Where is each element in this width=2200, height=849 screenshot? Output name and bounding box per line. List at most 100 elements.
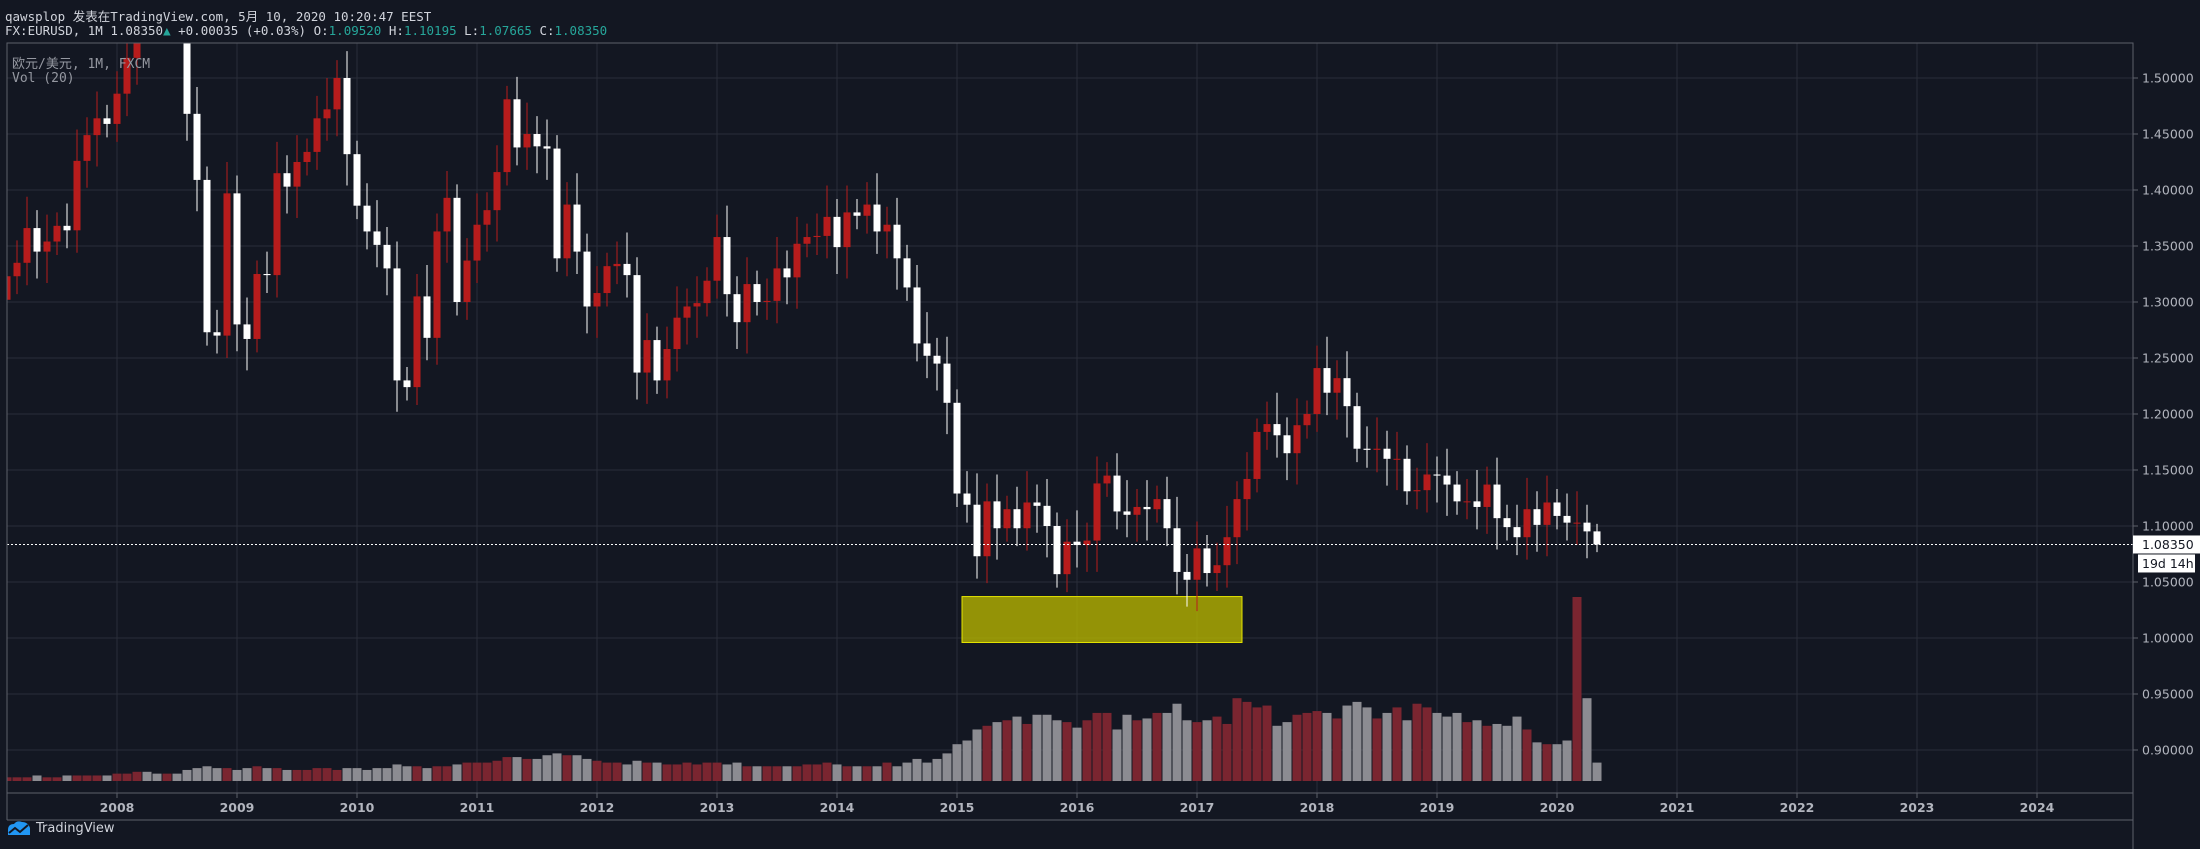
candle — [823, 216, 831, 236]
candle — [1053, 526, 1061, 575]
price-tick-label: 0.95000 — [2142, 687, 2194, 702]
volume-bar — [52, 777, 62, 781]
candle — [1163, 499, 1171, 529]
volume-bar — [112, 773, 122, 781]
volume-bar — [452, 764, 462, 781]
symbol[interactable]: FX:EURUSD, 1M — [5, 23, 103, 38]
candle — [853, 212, 861, 216]
candle — [133, 43, 141, 58]
candle — [273, 173, 281, 276]
candle — [283, 173, 291, 187]
volume-bar — [622, 764, 632, 781]
series-legend[interactable]: 欧元/美元, 1M, FXCM — [12, 57, 151, 72]
year-tick-label: 2022 — [1780, 800, 1815, 815]
candle — [1293, 425, 1301, 454]
candle — [1503, 518, 1511, 528]
candle — [7, 276, 11, 300]
price-tick-label: 1.00000 — [2142, 631, 2194, 646]
volume-bar — [252, 766, 262, 781]
volume-bar — [242, 768, 252, 781]
candle — [1473, 501, 1481, 507]
volume-bar — [1002, 720, 1012, 781]
volume-bar — [722, 764, 732, 781]
volume-bar — [282, 769, 292, 781]
year-tick-label: 2024 — [2020, 800, 2055, 815]
candle — [1213, 565, 1221, 574]
volume-bar — [1152, 712, 1162, 781]
candle — [1443, 475, 1451, 485]
candle — [43, 241, 51, 252]
volume-bar — [1082, 720, 1092, 781]
volume-bar — [1362, 707, 1372, 781]
candle — [1433, 474, 1441, 476]
volume-bar — [672, 764, 682, 781]
highlight-box — [961, 596, 1243, 643]
volume-bar — [1012, 716, 1022, 781]
volume-bar — [692, 764, 702, 781]
volume-bar — [1302, 712, 1312, 781]
candle — [1203, 548, 1211, 574]
volume-bar — [822, 762, 832, 781]
candle — [1063, 541, 1071, 575]
candle — [154, 10, 161, 17]
price-tick-label: 1.30000 — [2142, 295, 2194, 310]
volume-bar — [582, 758, 592, 781]
price-axis[interactable]: 0.90000 0.95000 1.00000 1.05000 1.10000 1.150… — [2132, 43, 2194, 849]
candle — [164, 0, 171, 16]
candle — [653, 340, 661, 381]
tradingview-logo[interactable]: TradingView — [6, 820, 115, 836]
candle — [463, 260, 471, 302]
volume-bar — [812, 764, 822, 781]
candles — [7, 0, 1601, 612]
volume-bar — [1132, 720, 1142, 781]
high-value: 1.10195 — [403, 23, 457, 38]
volume-bar — [1482, 725, 1492, 781]
price-tick-label: 1.05000 — [2142, 575, 2194, 590]
time-axis[interactable]: 2008 2009 2010 2011 2012 2013 2014 2015 2016 2017… — [100, 793, 2055, 815]
volume-bar — [352, 768, 362, 781]
volume-bar — [202, 766, 212, 781]
candle — [1373, 448, 1381, 450]
candle — [323, 109, 331, 119]
price-tick-label: 1.45000 — [2142, 127, 2194, 142]
volume-bar — [1322, 712, 1332, 781]
candle — [543, 146, 551, 149]
year-tick-label: 2017 — [1180, 800, 1215, 815]
candle — [1463, 501, 1471, 503]
price-tick-label: 1.20000 — [2142, 407, 2194, 422]
volume-bar — [972, 729, 982, 781]
volume-bar — [872, 766, 882, 781]
volume-legend[interactable]: Vol (20) — [12, 71, 75, 86]
volume-bar — [932, 758, 942, 781]
volume-bar — [462, 762, 472, 781]
volume-bar — [222, 768, 232, 781]
candle — [1173, 528, 1181, 572]
volume-bar — [142, 771, 152, 781]
candle — [1233, 499, 1241, 538]
volume-bar — [62, 775, 72, 781]
volume-bar — [1542, 744, 1552, 781]
volume-bar — [182, 769, 192, 781]
candle — [673, 317, 681, 350]
volume-bar — [1492, 723, 1502, 781]
candle — [413, 296, 421, 388]
year-tick-label: 2021 — [1660, 800, 1695, 815]
candle — [913, 287, 921, 344]
candle — [953, 402, 961, 494]
volume-bar — [1112, 729, 1122, 781]
candle — [1573, 522, 1581, 524]
year-tick-label: 2009 — [220, 800, 255, 815]
volume-bar — [662, 764, 672, 781]
volume-bar — [482, 762, 492, 781]
candle — [1043, 505, 1051, 526]
volume-bar — [892, 766, 902, 781]
candle — [903, 258, 911, 288]
volume-bar — [262, 768, 272, 781]
candle — [203, 179, 211, 333]
volume-bar — [372, 768, 382, 781]
year-tick-label: 2011 — [460, 800, 495, 815]
change: +0.00035 (+0.03%) — [178, 23, 307, 38]
candle — [363, 205, 371, 232]
candle — [893, 224, 901, 259]
